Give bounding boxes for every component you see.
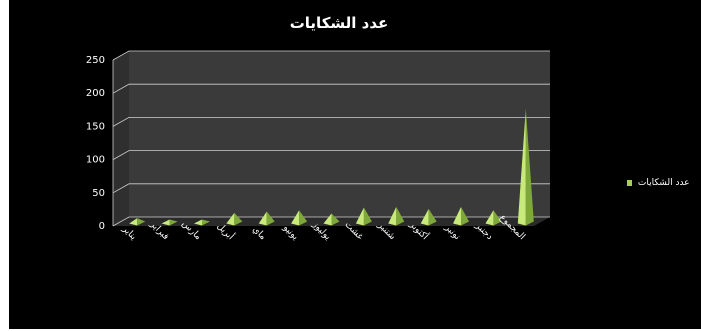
pyramid-bar (226, 212, 243, 226)
pyramid-face-left (388, 206, 397, 226)
gridline (112, 117, 550, 127)
legend-label: عدد الشكايات (637, 178, 690, 188)
y-tick-label: 250 (86, 55, 105, 66)
pyramid-face-right (299, 210, 308, 226)
pyramid-face-right (396, 206, 405, 226)
pyramid-bar (161, 219, 178, 226)
gridline (112, 150, 550, 160)
pyramid-face-right (201, 219, 210, 226)
pyramid-face-right (461, 206, 470, 226)
pyramid-face-right (525, 108, 534, 226)
gridline (112, 50, 550, 61)
pyramid-bar (193, 219, 210, 226)
pyramid-face-left (129, 218, 138, 226)
pyramid-bar (129, 218, 146, 226)
gridline (112, 83, 550, 94)
chart-side-wall (113, 51, 129, 226)
gridline (112, 183, 550, 194)
pyramid-face-left (226, 212, 235, 226)
chart-area[interactable]: عدد الشكايات 0 50 100 150 200 250 يناير فبراير م… (9, 0, 701, 329)
pyramid-face-left (420, 208, 429, 226)
pyramid-bar (517, 108, 534, 226)
pyramid-face-right (169, 219, 178, 226)
chart-back-wall (129, 51, 550, 217)
pyramid-face-right (493, 210, 502, 226)
pyramid-face-left (193, 219, 202, 226)
x-tick-label: ماي (250, 225, 268, 243)
pyramid-face-left (258, 211, 267, 226)
y-tick-label: 0 (99, 221, 105, 232)
pyramid-face-right (137, 218, 146, 226)
pyramid-face-right (331, 213, 340, 226)
pyramid-face-right (266, 211, 275, 226)
pyramid-face-left (453, 206, 462, 226)
pyramid-face-right (363, 207, 372, 226)
pyramid-face-left (355, 207, 364, 226)
pyramid-bar (453, 206, 470, 226)
pyramid-bar (323, 213, 340, 226)
pyramid-bar (420, 208, 437, 226)
legend-swatch-icon (627, 180, 632, 186)
pyramid-face-left (323, 213, 332, 226)
pyramid-face-right (234, 212, 243, 226)
pyramid-face-left (485, 210, 494, 226)
pyramid-bar (388, 206, 405, 226)
y-tick-label: 100 (86, 155, 105, 166)
pyramid-bar (291, 210, 308, 226)
chart-title: عدد الشكايات (289, 14, 389, 32)
y-tick-label: 50 (92, 188, 105, 199)
y-tick-label: 150 (86, 121, 105, 132)
pyramid-face-left (517, 108, 526, 226)
pyramid-face-left (291, 210, 300, 226)
chart-legend: عدد الشكايات (627, 178, 690, 189)
pyramid-face-right (428, 208, 437, 226)
pyramid-bar (258, 211, 275, 226)
pyramid-face-left (161, 219, 170, 226)
y-tick-label: 200 (86, 88, 105, 99)
gridline (112, 216, 550, 227)
x-tick-label: يناير (119, 223, 138, 242)
pyramid-bar (355, 207, 372, 226)
pyramid-bar (485, 210, 502, 226)
